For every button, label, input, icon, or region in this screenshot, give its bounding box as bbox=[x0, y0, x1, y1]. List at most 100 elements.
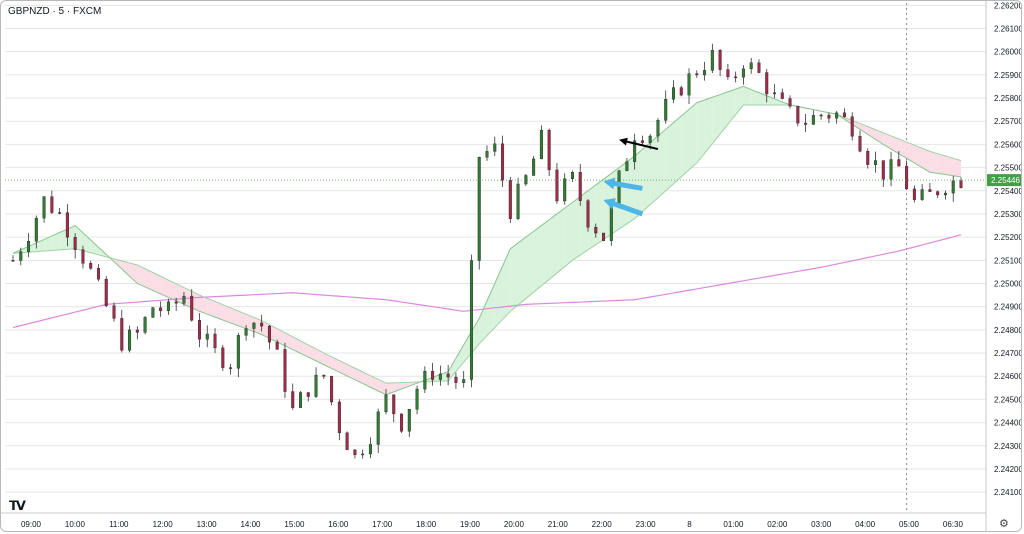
x-tick-label: 06:30 bbox=[943, 520, 964, 529]
ema-cloud-segment bbox=[518, 237, 526, 305]
candle-body bbox=[229, 367, 233, 369]
ema-cloud-segment bbox=[51, 232, 60, 251]
candle-body bbox=[306, 392, 310, 397]
x-tick-label: 04:00 bbox=[855, 520, 876, 529]
x-tick-label: 13:00 bbox=[197, 520, 218, 529]
ema-cloud-segment bbox=[347, 364, 355, 380]
candle-body bbox=[252, 322, 256, 329]
candle-body bbox=[508, 180, 512, 219]
ema-cloud-segment bbox=[502, 248, 511, 320]
ema-cloud-segment bbox=[152, 272, 161, 294]
candle-body bbox=[874, 160, 878, 165]
ema-cloud-segment bbox=[572, 196, 581, 261]
candle-body bbox=[89, 263, 93, 269]
ema-cloud-segment bbox=[238, 311, 247, 329]
ema-cloud-segment bbox=[253, 317, 262, 335]
candle-body bbox=[159, 307, 163, 312]
candle-body bbox=[174, 301, 178, 304]
y-tick-label: 2.24800 bbox=[994, 326, 1022, 335]
candle-body bbox=[578, 172, 582, 201]
candle-body bbox=[640, 140, 644, 143]
annotation-arrow-head bbox=[603, 198, 616, 210]
candle-body bbox=[602, 232, 606, 241]
y-tick-label: 2.26000 bbox=[994, 48, 1022, 57]
ema-cloud-segment bbox=[222, 304, 231, 323]
candle-body bbox=[283, 349, 287, 392]
ema-cloud-segment bbox=[580, 190, 589, 256]
candle-body bbox=[765, 72, 769, 95]
candle-body bbox=[166, 301, 170, 312]
x-tick-label: 11:00 bbox=[109, 520, 129, 529]
candle-body bbox=[392, 394, 396, 415]
candle-body bbox=[143, 317, 147, 333]
candle-body bbox=[679, 87, 683, 96]
y-tick-label: 2.25000 bbox=[994, 280, 1022, 289]
ema-cloud-segment bbox=[316, 348, 324, 365]
ema-cloud-segment bbox=[891, 135, 899, 154]
candle-body bbox=[81, 249, 85, 264]
annotation-arrow-shaft bbox=[609, 180, 643, 191]
ema-cloud-segment bbox=[689, 102, 697, 170]
y-tick-label: 2.25300 bbox=[994, 210, 1022, 219]
last-price-label: 2.25446 bbox=[991, 176, 1020, 185]
candle-body bbox=[936, 191, 940, 196]
candle-body bbox=[532, 158, 536, 176]
ema-cloud-segment bbox=[160, 276, 169, 298]
ema-cloud-segment bbox=[875, 129, 884, 145]
ema-cloud-segment bbox=[331, 356, 340, 373]
ema-cloud-segment bbox=[479, 300, 487, 344]
ema-cloud-segment bbox=[199, 295, 208, 315]
x-tick-label: 02:00 bbox=[767, 520, 788, 529]
ema-cloud-segment bbox=[277, 328, 285, 346]
candle-body bbox=[65, 212, 69, 238]
candle-body bbox=[687, 73, 691, 96]
candle-body bbox=[788, 98, 792, 107]
ema-cloud-segment bbox=[75, 225, 83, 251]
candle-body bbox=[407, 409, 411, 432]
candle-body bbox=[11, 260, 15, 262]
candle-body bbox=[96, 268, 100, 280]
last-price-tag bbox=[987, 174, 1021, 187]
candle-body bbox=[842, 112, 846, 117]
ema-cloud-segment bbox=[867, 126, 876, 140]
candle-body bbox=[376, 411, 380, 445]
ema-cloud-segment bbox=[696, 99, 705, 163]
ema-cloud-segment bbox=[129, 262, 138, 284]
y-tick-label: 2.25900 bbox=[994, 71, 1022, 80]
candle-body bbox=[905, 165, 909, 190]
candle-body bbox=[493, 143, 497, 152]
x-tick-label: 19:00 bbox=[460, 520, 481, 529]
x-tick-label: 8 bbox=[687, 520, 692, 529]
candle-body bbox=[485, 151, 489, 158]
ema-cloud-segment bbox=[432, 374, 441, 382]
ema-cloud-segment bbox=[90, 240, 99, 255]
gear-icon[interactable]: ⚙ bbox=[999, 518, 1009, 530]
ema-cloud-segment bbox=[898, 139, 907, 159]
ema-cloud-segment bbox=[758, 92, 767, 105]
candle-body bbox=[850, 116, 854, 137]
ema-cloud-segment bbox=[300, 340, 309, 358]
ema-cloud-segment bbox=[704, 97, 713, 154]
ema-cloud-segment bbox=[922, 148, 930, 173]
candle-body bbox=[539, 129, 543, 160]
x-tick-label: 01:00 bbox=[723, 520, 744, 529]
candle-body bbox=[415, 388, 419, 410]
candle-body bbox=[749, 62, 753, 70]
ema-cloud-segment bbox=[681, 109, 690, 177]
chart-symbol-title[interactable]: GBPNZD · 5 · FXCM bbox=[8, 6, 102, 17]
ema-cloud-segment bbox=[215, 301, 223, 321]
ema-cloud-segment bbox=[230, 307, 239, 326]
candle-body bbox=[431, 371, 435, 380]
candle-body bbox=[671, 87, 675, 100]
ema-cloud-segment bbox=[735, 86, 744, 115]
candle-body bbox=[858, 136, 862, 152]
candle-body bbox=[438, 373, 442, 380]
ema-cloud-segment bbox=[261, 320, 270, 339]
candle-body bbox=[345, 432, 349, 451]
ema-cloud-segment bbox=[121, 260, 130, 277]
candle-body bbox=[773, 92, 777, 95]
ema-cloud-segment bbox=[82, 232, 91, 253]
annotation-arrow-shaft bbox=[608, 199, 644, 217]
